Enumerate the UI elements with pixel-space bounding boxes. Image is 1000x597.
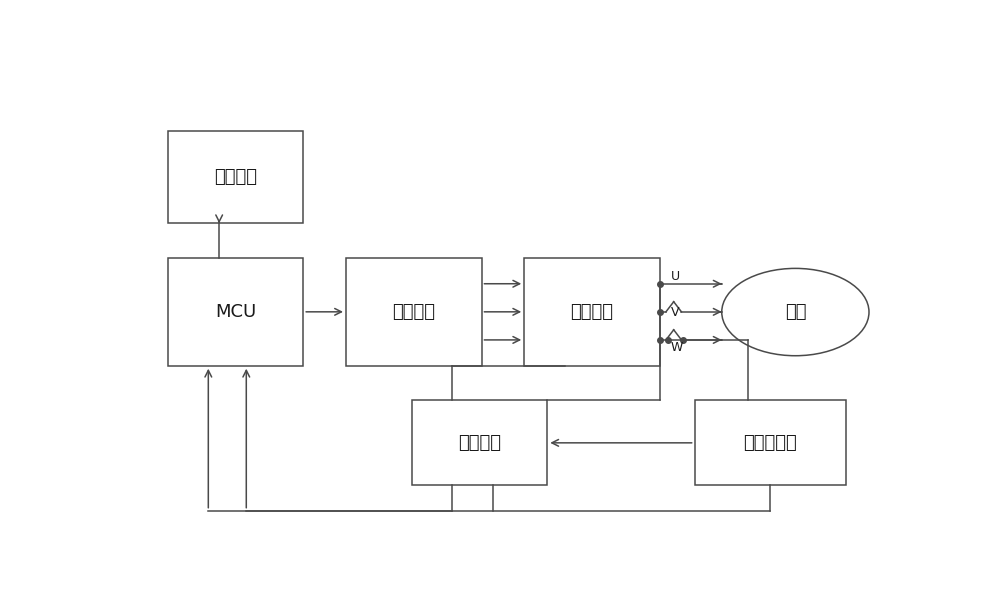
- Text: 驱动电路: 驱动电路: [392, 303, 435, 321]
- Text: 求差电路: 求差电路: [458, 434, 501, 452]
- Text: W: W: [671, 341, 683, 355]
- Bar: [346, 258, 482, 366]
- Bar: [168, 258, 303, 366]
- Text: V: V: [671, 306, 679, 319]
- Bar: [695, 401, 846, 485]
- Text: 位置传感器: 位置传感器: [743, 434, 797, 452]
- Text: MCU: MCU: [215, 303, 256, 321]
- Circle shape: [722, 269, 869, 356]
- Text: 逆变系统: 逆变系统: [570, 303, 613, 321]
- Bar: [168, 131, 303, 223]
- Text: 电机: 电机: [785, 303, 806, 321]
- Text: 存储单元: 存储单元: [214, 168, 257, 186]
- Bar: [412, 401, 547, 485]
- Bar: [524, 258, 660, 366]
- Text: U: U: [671, 270, 680, 283]
